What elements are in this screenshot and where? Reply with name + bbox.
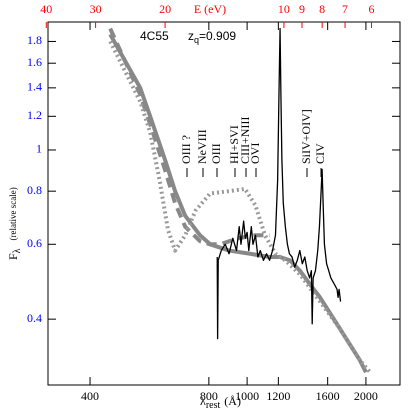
line-annotation: OIII ? — [179, 135, 193, 164]
x-label-symbol: λ — [200, 394, 206, 408]
x2-axis-label: E (eV) — [194, 2, 226, 16]
x2-tick-label: 8 — [319, 2, 325, 16]
y-tick-label: 1.6 — [27, 55, 42, 69]
line-annotation: SiIV+OIV] — [299, 109, 313, 164]
y-tick-label: 0.4 — [27, 311, 42, 325]
redshift-subscript: q — [194, 35, 199, 45]
data-line — [216, 27, 342, 340]
y-tick-label: 1.4 — [27, 80, 42, 94]
x2-tick-label: 6 — [368, 2, 374, 16]
x-tick-label: 1000 — [235, 389, 259, 403]
y-label-subscript: λ — [12, 248, 23, 253]
redshift-symbol: z — [188, 29, 194, 43]
y-label-symbol: F — [6, 253, 20, 260]
plot-frame — [47, 21, 401, 386]
x2-tick-label: 30 — [90, 2, 102, 16]
x2-tick-label: 10 — [278, 2, 290, 16]
data-line — [108, 33, 368, 374]
x2-tick-label: 20 — [159, 2, 171, 16]
x2-tick-label: 7 — [342, 2, 348, 16]
redshift: zq=0.909 — [188, 29, 236, 45]
redshift-value: =0.909 — [199, 29, 236, 43]
line-annotation: HI+SVI — [227, 125, 241, 164]
y-tick-label: 1.2 — [27, 108, 42, 122]
line-annotation: OVI — [248, 143, 262, 164]
line-annotation: NeVIII — [195, 129, 209, 164]
x-tick-label: 400 — [81, 389, 99, 403]
x-tick-label: 1200 — [266, 389, 290, 403]
line-annotation: CIV — [313, 143, 327, 164]
x2-tick-label: 9 — [299, 2, 305, 16]
y-tick-label: 1 — [36, 142, 42, 156]
y-axis-label: Fλ (relative scale) — [6, 187, 24, 260]
x-label-unit: (Å) — [224, 394, 241, 408]
x-tick-label: 800 — [200, 389, 218, 403]
line-annotation: OIII — [209, 143, 223, 164]
line-annotation: CIII+NIII — [238, 117, 252, 164]
x-axis-label: λrest (Å) — [200, 394, 241, 412]
y-label-note: (relative scale) — [8, 187, 18, 240]
y-tick-label: 0.8 — [27, 183, 42, 197]
data-line — [108, 40, 372, 374]
x-label-subscript: rest — [206, 400, 221, 411]
x-tick-label: 1600 — [316, 389, 340, 403]
quasar-name: 4C55 — [140, 29, 169, 43]
x2-tick-label: 40 — [40, 2, 52, 16]
y-tick-label: 0.6 — [27, 236, 42, 250]
y-tick-label: 1.8 — [27, 33, 42, 47]
x-tick-label: 2000 — [354, 389, 378, 403]
